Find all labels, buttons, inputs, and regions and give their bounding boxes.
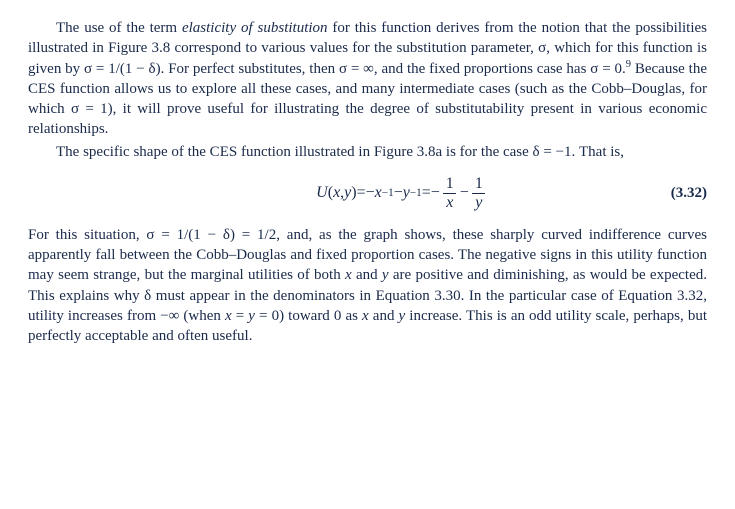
eq-frac1: 1x xyxy=(443,176,457,211)
eq-eq1: = xyxy=(357,182,366,204)
p1-seg2: elasticity of substitution xyxy=(182,20,332,36)
paragraph-1: The use of the term elasticity of substi… xyxy=(28,18,707,140)
eq-f1-den: x xyxy=(443,193,456,211)
equation-number: (3.32) xyxy=(647,183,707,203)
eq-f2-den: y xyxy=(472,193,485,211)
eq-frac2: 1y xyxy=(472,176,486,211)
p1-seg1: The use of the term xyxy=(56,20,182,36)
eq-neg2: − xyxy=(431,182,440,204)
eq-min2: − xyxy=(460,182,469,204)
paragraph-3: For this situation, σ = 1/(1 − δ) = 1/2,… xyxy=(28,225,707,347)
equation-body: U(x, y) = −x−1 − y−1 = −1x − 1y xyxy=(158,176,647,211)
p3-seg6: x xyxy=(225,308,232,324)
equation-row: U(x, y) = −x−1 − y−1 = −1x − 1y (3.32) xyxy=(28,176,707,211)
p3-seg4: y xyxy=(382,267,389,283)
p3-seg10: x xyxy=(362,308,369,324)
eq-eq2: = xyxy=(422,182,431,204)
eq-neg1: − xyxy=(366,182,375,204)
p3-seg8: y xyxy=(248,308,255,324)
p3-seg7: = xyxy=(232,308,249,324)
p3-seg9: = 0) toward 0 as xyxy=(255,308,362,324)
eq-U: U xyxy=(316,182,328,204)
eq-x: x xyxy=(333,182,340,204)
p3-seg2: x xyxy=(345,267,352,283)
eq-f1-num: 1 xyxy=(443,176,457,193)
page-container: The use of the term elasticity of substi… xyxy=(0,0,735,509)
eq-f2-num: 1 xyxy=(472,176,486,193)
eq-x1: x xyxy=(375,182,382,204)
p3-seg3: and xyxy=(352,267,382,283)
eq-y: y xyxy=(344,182,351,204)
paragraph-2: The specific shape of the CES function i… xyxy=(28,142,707,162)
eq-min1: − xyxy=(394,182,403,204)
eq-y1: y xyxy=(403,182,410,204)
p3-seg11: and xyxy=(369,308,399,324)
